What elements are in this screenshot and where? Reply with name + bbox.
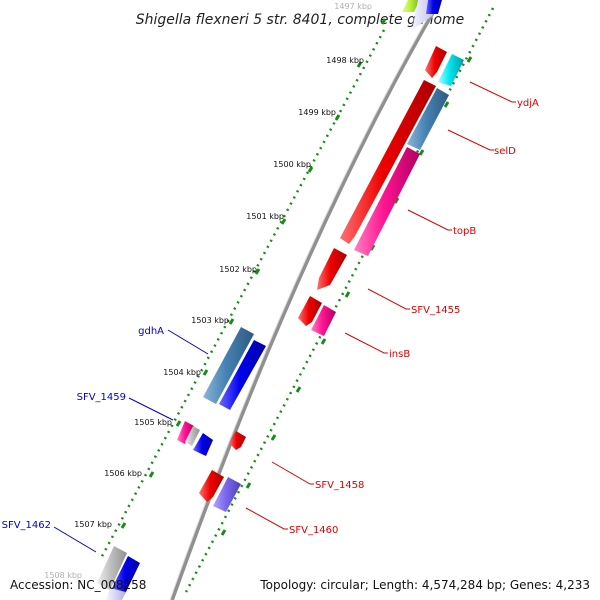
outer-tick	[393, 197, 400, 204]
gene-label-topB: topB	[453, 226, 476, 237]
tick-mark	[356, 61, 363, 68]
gene-label-SFV_1459: SFV_1459	[77, 392, 126, 403]
tick-mark	[254, 268, 261, 275]
tick-label: 1498 kbp	[326, 56, 364, 65]
outer-tick	[295, 386, 302, 393]
gene-feature-gray	[185, 426, 200, 446]
gene-label-ydjA: ydjA	[517, 98, 539, 109]
tick-label: 1499 kbp	[298, 108, 336, 117]
leader-lines	[53, 81, 516, 553]
outer-tick	[320, 338, 327, 345]
outer-tick	[344, 291, 351, 298]
outer-dotted-ring	[184, 7, 495, 593]
outer-tick	[369, 244, 376, 251]
outer-tick	[245, 482, 252, 489]
gene-feature-SFV_1458	[229, 431, 246, 450]
tick-mark	[228, 318, 235, 325]
gene-label-SFV_1455: SFV_1455	[411, 305, 460, 316]
gene-feature-red-long	[340, 80, 436, 244]
tick-mark	[202, 369, 209, 376]
tick-mark	[148, 471, 155, 478]
gene-feature-yellowgreen	[402, 0, 420, 12]
tick-mark	[280, 218, 287, 225]
leader-line-SFV_1455	[367, 288, 410, 310]
outer-tick	[418, 149, 425, 156]
gene-label-SFV_1462: SFV_1462	[2, 520, 51, 531]
gene-feature-insB	[311, 305, 336, 336]
tick-label: 1504 kbp	[163, 368, 201, 377]
gene-feature-selD	[407, 88, 449, 150]
gene-feature-red	[199, 470, 224, 502]
tick-label: 1502 kbp	[219, 265, 257, 274]
gene-feature-SFV_1460	[213, 477, 241, 512]
topology-text: Topology: circular; Length: 4,574,284 bp…	[260, 578, 590, 592]
gene-feature-gray	[97, 546, 127, 590]
tick-mark	[334, 114, 341, 121]
tick-mark	[175, 420, 182, 427]
tick-mark	[307, 166, 314, 173]
accession-text: Accession: NC_008258	[10, 578, 147, 592]
tick-mark	[120, 522, 127, 529]
tick-label: 1500 kbp	[273, 160, 311, 169]
tick-label: 1503 kbp	[191, 316, 229, 325]
gene-feature-red	[298, 296, 322, 326]
tick-label: 1507 kbp	[74, 520, 112, 529]
leader-line-gdhA	[167, 329, 209, 355]
tick-label: 1501 kbp	[246, 212, 284, 221]
gene-feature-blue	[112, 556, 140, 594]
gene-feature-SFV_1455	[317, 248, 347, 290]
leader-line-insB	[344, 332, 388, 354]
gene-feature-ydjA	[438, 54, 464, 86]
tick-label: 1506 kbp	[104, 469, 142, 478]
gene-label-SFV_1458: SFV_1458	[315, 480, 364, 491]
gene-feature-gdhA	[203, 327, 254, 404]
gene-feature-blue-arrow	[219, 340, 266, 410]
leader-line-ydjA	[469, 81, 516, 103]
genome-backbone-highlight	[169, 0, 439, 600]
tick-label: 1505 kbp	[134, 418, 172, 427]
tick-group: 1497 kbp 1498 kbp 1499 kbp 1500 kbp 1501…	[44, 2, 387, 580]
gene-feature-blue	[426, 0, 442, 14]
outer-tick	[220, 529, 227, 536]
outer-tick	[443, 101, 450, 108]
gene-label-gdhA: gdhA	[138, 326, 164, 337]
outer-tick	[466, 56, 473, 63]
gene-label-insB: insB	[389, 349, 410, 360]
leader-line-topB	[407, 209, 452, 231]
outer-tick	[270, 434, 277, 441]
leader-line-SFV_1460	[245, 507, 288, 530]
leader-line-SFV_1458	[271, 461, 314, 485]
genome-backbone	[170, 0, 442, 600]
tick-label: 1497 kbp	[334, 2, 372, 11]
gene-label-selD: selD	[494, 146, 516, 157]
leader-line-SFV_1459	[128, 397, 174, 421]
leader-line-selD	[447, 129, 494, 151]
tick-mark	[380, 18, 387, 25]
gene-feature-topB	[354, 147, 420, 256]
gene-feature-lavender	[106, 588, 126, 600]
tick-label: 1508 kbp	[44, 571, 82, 580]
gene-feature-red	[425, 46, 447, 78]
outer-tick-group	[220, 56, 473, 536]
gene-feature-blue	[193, 433, 213, 456]
gene-feature-SFV_1459	[177, 421, 194, 444]
leader-line-SFV_1462	[53, 526, 97, 553]
gene-label-SFV_1460: SFV_1460	[289, 525, 338, 536]
